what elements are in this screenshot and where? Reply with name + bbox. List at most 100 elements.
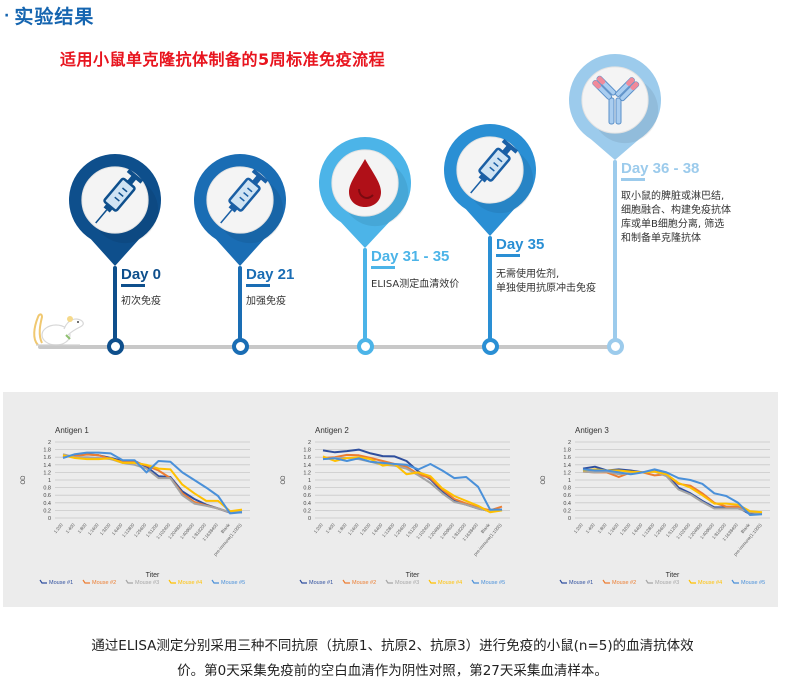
step-description: 无需使用佐剂, 单独使用抗原冲击免疫 xyxy=(496,269,596,294)
svg-text:0: 0 xyxy=(308,516,311,522)
svg-text:Blank: Blank xyxy=(480,522,492,534)
svg-text:0.4: 0.4 xyxy=(43,501,51,507)
svg-text:0.2: 0.2 xyxy=(303,508,311,514)
svg-text:1.4: 1.4 xyxy=(43,463,51,469)
legend-entry: Mouse #2 xyxy=(92,580,116,586)
timeline-node[interactable] xyxy=(357,338,374,355)
svg-text:1: 1 xyxy=(568,478,571,484)
step-day-label: Day 35 xyxy=(496,236,545,253)
step-description: 初次免疫 xyxy=(121,296,161,307)
caption-line-2: 价。第0天采集免疫前的空白血清作为阴性对照，第27天采集血清样本。 xyxy=(177,663,608,679)
legend-entry: Mouse #2 xyxy=(612,580,636,586)
map-pin-marker xyxy=(194,153,286,266)
svg-text:0.2: 0.2 xyxy=(43,508,51,514)
series-line xyxy=(62,451,243,515)
blood-drop-icon xyxy=(349,159,381,207)
figure-caption: 通过ELISA测定分别采用三种不同抗原（抗原1、抗原2、抗原3）进行免疫的小鼠(… xyxy=(0,634,785,684)
step-description: ELISA测定血清效价 xyxy=(371,279,460,290)
timeline-track xyxy=(38,345,618,349)
svg-text:1:200: 1:200 xyxy=(53,522,64,534)
timeline-stem xyxy=(113,266,117,340)
svg-text:0.6: 0.6 xyxy=(43,493,51,499)
svg-text:1:1600: 1:1600 xyxy=(347,522,360,536)
step-day-label: Day 31 - 35 xyxy=(371,248,450,265)
chart-antigen-3: Antigen 3 0 0.2 0.4 0.6 0.8 1 1.2 1.4 1.6 1.8 2 OD 1:… xyxy=(525,392,780,604)
svg-text:1.8: 1.8 xyxy=(43,448,51,454)
svg-text:2: 2 xyxy=(308,440,311,446)
svg-text:1.6: 1.6 xyxy=(303,455,311,461)
line-chart: Antigen 3 0 0.20.4 0.60.8 1 1.21.4 1.61.8 2 OD 1:… xyxy=(541,426,770,586)
svg-text:0.6: 0.6 xyxy=(303,493,311,499)
chart-title: Antigen 2 xyxy=(315,426,349,435)
svg-text:1:800: 1:800 xyxy=(597,522,608,534)
step-day-label: Day 0 xyxy=(121,266,162,283)
series-line xyxy=(582,470,763,515)
series-line xyxy=(62,453,243,514)
day-underline xyxy=(496,254,520,257)
svg-text:Titer: Titer xyxy=(406,572,420,579)
svg-text:0.4: 0.4 xyxy=(563,501,571,507)
svg-text:1:400: 1:400 xyxy=(585,522,596,534)
svg-text:2: 2 xyxy=(48,440,51,446)
elisa-chart-panel: Antigen 1 0 0.2 0.4 0.6 0.8 1 1.2 1.4 1.6 1.8 2 OD 1:… xyxy=(3,392,778,607)
legend-entry: Mouse #3 xyxy=(655,580,679,586)
legend-entry: Mouse #5 xyxy=(481,580,505,586)
svg-text:1:3200: 1:3200 xyxy=(99,522,112,536)
svg-text:1:3200: 1:3200 xyxy=(619,522,632,536)
svg-text:Titer: Titer xyxy=(146,572,160,579)
series-line xyxy=(62,453,243,514)
day-underline xyxy=(246,284,270,287)
svg-text:OD: OD xyxy=(281,475,287,485)
timeline-node[interactable] xyxy=(107,338,124,355)
mouse-illustration-icon xyxy=(33,313,84,346)
legend-entry: Mouse #4 xyxy=(178,580,202,586)
svg-text:1:200: 1:200 xyxy=(573,522,584,534)
svg-text:0.8: 0.8 xyxy=(43,486,51,492)
legend-entry: Mouse #2 xyxy=(352,580,376,586)
svg-text:0: 0 xyxy=(48,516,51,522)
legend-entry: Mouse #3 xyxy=(135,580,159,586)
legend-entry: Mouse #1 xyxy=(309,580,333,586)
svg-text:1: 1 xyxy=(48,478,51,484)
map-pin-marker xyxy=(569,54,661,160)
syringe-icon xyxy=(95,168,144,224)
svg-text:1:800: 1:800 xyxy=(77,522,88,534)
svg-text:1.8: 1.8 xyxy=(303,448,311,454)
svg-text:1:1600: 1:1600 xyxy=(87,522,100,536)
timeline-node[interactable] xyxy=(232,338,249,355)
svg-text:1.2: 1.2 xyxy=(563,470,571,476)
antibody-icon xyxy=(592,75,640,125)
step-day-label: Day 36 - 38 xyxy=(621,160,700,177)
step-description: 加强免疫 xyxy=(246,296,286,307)
svg-text:1: 1 xyxy=(308,478,311,484)
map-pin-marker xyxy=(444,124,536,236)
svg-text:0.4: 0.4 xyxy=(303,501,311,507)
day-underline xyxy=(121,284,145,287)
timeline-stem xyxy=(613,160,617,340)
svg-text:1:400: 1:400 xyxy=(325,522,336,534)
day-underline xyxy=(621,178,645,181)
svg-text:1:200: 1:200 xyxy=(313,522,324,534)
chart-title: Antigen 1 xyxy=(55,426,89,435)
svg-text:0.6: 0.6 xyxy=(563,493,571,499)
svg-text:OD: OD xyxy=(541,475,547,485)
svg-text:0.8: 0.8 xyxy=(563,486,571,492)
svg-text:1.6: 1.6 xyxy=(563,455,571,461)
svg-text:0: 0 xyxy=(568,516,571,522)
series-line xyxy=(582,468,763,516)
chart-title: Antigen 3 xyxy=(575,426,609,435)
svg-text:1:3200: 1:3200 xyxy=(359,522,372,536)
svg-text:1.6: 1.6 xyxy=(43,455,51,461)
svg-text:Blank: Blank xyxy=(220,522,232,534)
timeline-node[interactable] xyxy=(482,338,499,355)
svg-text:1.4: 1.4 xyxy=(303,463,311,469)
svg-text:0.8: 0.8 xyxy=(303,486,311,492)
section-title-text: 实验结果 xyxy=(14,6,95,28)
chart-antigen-1: Antigen 1 0 0.2 0.4 0.6 0.8 1 1.2 1.4 1.6 1.8 2 OD 1:… xyxy=(5,392,260,604)
svg-text:2: 2 xyxy=(568,440,571,446)
timeline-stem xyxy=(363,248,367,340)
svg-text:0.2: 0.2 xyxy=(563,508,571,514)
svg-text:1.2: 1.2 xyxy=(43,470,51,476)
series-line xyxy=(322,453,503,512)
timeline-node[interactable] xyxy=(607,338,624,355)
